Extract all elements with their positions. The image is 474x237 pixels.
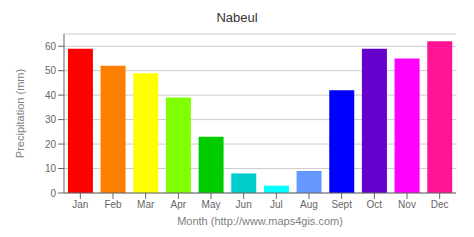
svg-text:Month (http://www.maps4gis.com: Month (http://www.maps4gis.com) xyxy=(177,215,343,227)
svg-text:50: 50 xyxy=(45,65,57,76)
svg-text:May: May xyxy=(202,199,221,210)
svg-text:40: 40 xyxy=(45,90,57,101)
svg-text:Jul: Jul xyxy=(270,199,283,210)
svg-text:0: 0 xyxy=(50,188,56,199)
svg-text:Jun: Jun xyxy=(236,199,252,210)
svg-text:20: 20 xyxy=(45,139,57,150)
svg-text:Nov: Nov xyxy=(398,199,416,210)
svg-text:60: 60 xyxy=(45,41,57,52)
svg-text:Dec: Dec xyxy=(431,199,449,210)
svg-text:Apr: Apr xyxy=(171,199,187,210)
svg-text:Precipitation (mm): Precipitation (mm) xyxy=(14,69,26,158)
svg-text:10: 10 xyxy=(45,163,57,174)
html-text:Nabeul: Nabeul xyxy=(216,10,258,25)
svg-text:Jan: Jan xyxy=(72,199,88,210)
svg-text:Mar: Mar xyxy=(137,199,155,210)
svg-text:Sept: Sept xyxy=(331,199,352,210)
svg-text:Aug: Aug xyxy=(300,199,318,210)
svg-text:Feb: Feb xyxy=(104,199,122,210)
svg-text:30: 30 xyxy=(45,114,57,125)
svg-text:Oct: Oct xyxy=(367,199,383,210)
